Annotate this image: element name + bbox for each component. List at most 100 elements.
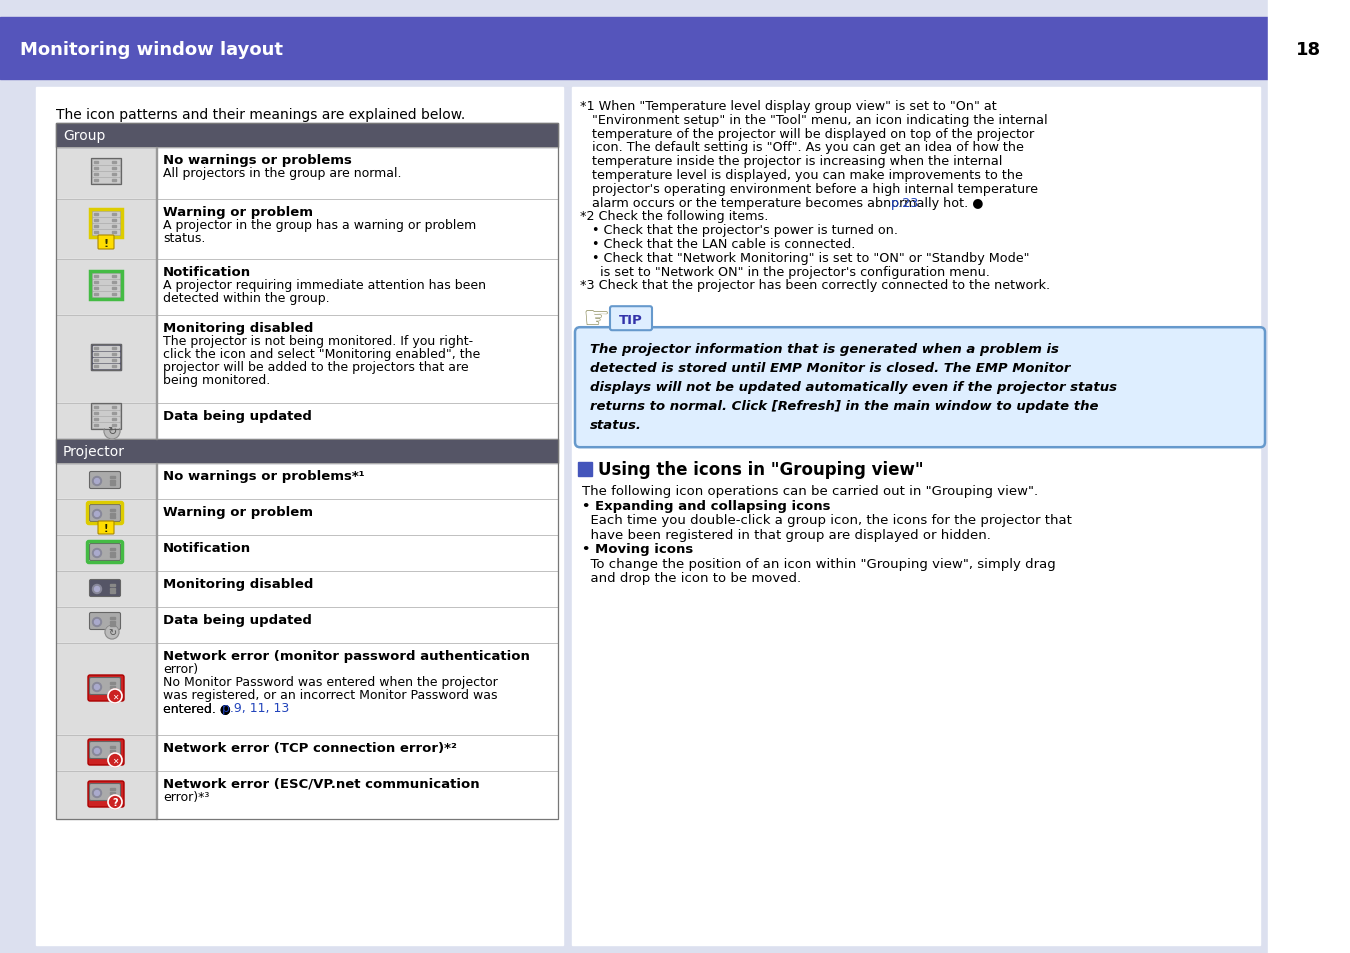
- Bar: [109, 510, 115, 512]
- Text: Warning or problem: Warning or problem: [163, 505, 313, 518]
- Bar: [95, 168, 99, 170]
- Text: To change the position of an icon within "Grouping view", simply drag: To change the position of an icon within…: [582, 558, 1056, 570]
- Text: being monitored.: being monitored.: [163, 374, 270, 387]
- Bar: [93, 406, 119, 410]
- Text: Monitoring disabled: Monitoring disabled: [163, 322, 313, 335]
- Circle shape: [95, 551, 100, 556]
- Bar: [90, 273, 122, 298]
- Text: status.: status.: [590, 418, 641, 432]
- Circle shape: [93, 618, 101, 627]
- Bar: [112, 282, 116, 284]
- Bar: [95, 359, 99, 361]
- Bar: [90, 210, 122, 237]
- Bar: [93, 412, 119, 416]
- Text: ✕: ✕: [112, 757, 119, 765]
- Bar: [109, 753, 115, 755]
- Bar: [109, 686, 115, 688]
- Bar: [93, 347, 119, 351]
- Text: detected is stored until EMP Monitor is closed. The EMP Monitor: detected is stored until EMP Monitor is …: [590, 362, 1071, 375]
- Bar: [112, 354, 116, 355]
- Bar: [55, 463, 558, 499]
- Circle shape: [93, 682, 101, 692]
- Bar: [112, 213, 116, 215]
- Bar: [55, 643, 558, 735]
- Bar: [93, 167, 119, 171]
- Text: entered. ●: entered. ●: [163, 701, 235, 714]
- Bar: [55, 403, 558, 439]
- FancyBboxPatch shape: [89, 783, 120, 801]
- Bar: [109, 788, 115, 790]
- Bar: [112, 348, 116, 350]
- Text: temperature level is displayed, you can make improvements to the: temperature level is displayed, you can …: [580, 169, 1023, 182]
- Bar: [55, 499, 558, 536]
- Text: TIP: TIP: [620, 314, 643, 326]
- Text: Using the icons in "Grouping view": Using the icons in "Grouping view": [598, 460, 923, 478]
- Bar: [55, 771, 157, 820]
- Bar: [95, 162, 99, 164]
- Text: *2 Check the following items.: *2 Check the following items.: [580, 211, 768, 223]
- Text: "Environment setup" in the "Tool" menu, an icon indicating the internal: "Environment setup" in the "Tool" menu, …: [580, 113, 1048, 127]
- Text: entered. ●: entered. ●: [163, 701, 235, 714]
- Bar: [95, 173, 99, 175]
- Bar: [55, 124, 558, 148]
- Bar: [55, 200, 558, 260]
- Bar: [112, 407, 116, 409]
- Bar: [93, 365, 119, 369]
- Text: and drop the icon to be moved.: and drop the icon to be moved.: [582, 572, 801, 584]
- Text: temperature inside the projector is increasing when the internal: temperature inside the projector is incr…: [580, 155, 1002, 168]
- Text: returns to normal. Click [Refresh] in the main window to update the: returns to normal. Click [Refresh] in th…: [590, 399, 1099, 413]
- Bar: [95, 220, 99, 222]
- Bar: [55, 124, 558, 148]
- Bar: [109, 483, 115, 485]
- Circle shape: [93, 789, 101, 798]
- Bar: [55, 260, 157, 315]
- Text: projector's operating environment before a high internal temperature: projector's operating environment before…: [580, 183, 1038, 195]
- Text: • Expanding and collapsing icons: • Expanding and collapsing icons: [582, 499, 830, 512]
- Bar: [95, 288, 99, 290]
- Bar: [55, 536, 558, 572]
- Bar: [112, 180, 116, 182]
- Bar: [109, 584, 115, 586]
- Bar: [55, 148, 558, 200]
- Bar: [55, 572, 558, 607]
- Bar: [93, 293, 119, 296]
- Bar: [0, 18, 1268, 80]
- Text: ↻: ↻: [108, 627, 116, 638]
- Bar: [109, 624, 115, 626]
- Bar: [93, 417, 119, 421]
- Bar: [95, 418, 99, 420]
- Bar: [55, 499, 558, 536]
- FancyBboxPatch shape: [99, 521, 113, 535]
- Bar: [109, 750, 115, 752]
- Circle shape: [104, 423, 120, 439]
- Bar: [90, 159, 122, 185]
- Circle shape: [95, 685, 100, 690]
- Circle shape: [93, 477, 101, 486]
- FancyBboxPatch shape: [99, 235, 113, 250]
- Bar: [55, 403, 157, 439]
- Text: !: !: [104, 523, 108, 534]
- Bar: [93, 225, 119, 229]
- Bar: [95, 232, 99, 233]
- Text: !: !: [104, 239, 108, 249]
- Bar: [112, 275, 116, 277]
- Bar: [112, 413, 116, 415]
- Bar: [112, 173, 116, 175]
- Bar: [55, 463, 157, 499]
- Bar: [93, 179, 119, 183]
- Text: error): error): [163, 662, 198, 676]
- Text: alarm occurs or the temperature becomes abnormally hot. ●: alarm occurs or the temperature becomes …: [580, 196, 983, 210]
- Bar: [109, 548, 115, 551]
- Text: Network error (monitor password authentication: Network error (monitor password authenti…: [163, 649, 529, 662]
- Circle shape: [95, 479, 100, 484]
- Circle shape: [95, 587, 100, 592]
- Bar: [93, 281, 119, 285]
- Bar: [112, 359, 116, 361]
- Text: status.: status.: [163, 232, 205, 245]
- Bar: [93, 172, 119, 177]
- Text: Each time you double-click a group icon, the icons for the projector that: Each time you double-click a group icon,…: [582, 514, 1072, 527]
- Bar: [112, 168, 116, 170]
- FancyBboxPatch shape: [89, 741, 120, 759]
- Bar: [93, 213, 119, 216]
- Bar: [55, 200, 558, 260]
